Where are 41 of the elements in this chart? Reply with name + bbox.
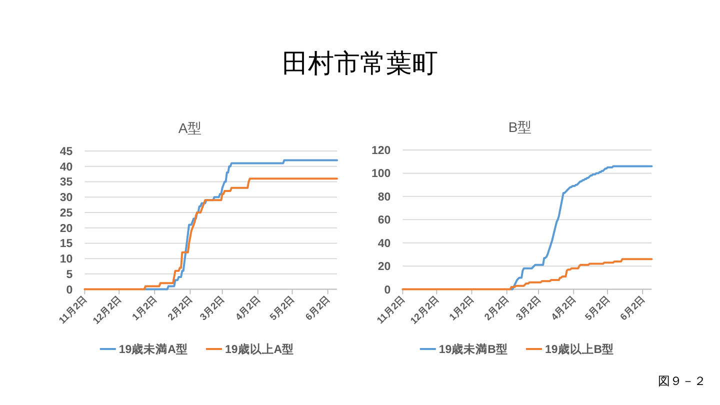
legend-label: 19歳未満B型 bbox=[438, 342, 508, 356]
text: 田村市常葉町 bbox=[282, 48, 438, 78]
y-tick-label: 20 bbox=[378, 261, 391, 274]
x-tick-label: 3月2日 bbox=[198, 294, 228, 324]
x-tick-label: 11月2日 bbox=[375, 294, 408, 326]
legend-label: 19歳以上B型 bbox=[545, 342, 614, 356]
y-tick-label: 25 bbox=[60, 207, 74, 220]
y-tick-label: 20 bbox=[60, 222, 73, 235]
x-tick-label: 12月2日 bbox=[408, 294, 442, 327]
x-tick-label: 11月2日 bbox=[57, 294, 90, 326]
y-tick-label: 60 bbox=[378, 214, 391, 227]
x-tick-label: 2月2日 bbox=[482, 294, 512, 324]
legend-label: 19歳未満A型 bbox=[118, 342, 188, 356]
x-tick-label: 4月2日 bbox=[549, 294, 579, 324]
caption: 図９－２ bbox=[658, 374, 706, 388]
legend-label: 19歳以上A型 bbox=[225, 342, 294, 356]
y-tick-label: 35 bbox=[60, 176, 74, 189]
x-tick-label: 5月2日 bbox=[268, 294, 298, 324]
y-tick-label: 100 bbox=[372, 168, 391, 180]
y-tick-label: 40 bbox=[378, 238, 391, 250]
y-tick-label: 40 bbox=[60, 161, 73, 174]
x-tick-label: 3月2日 bbox=[514, 294, 544, 324]
chart-title: A型 bbox=[178, 120, 202, 136]
y-tick-label: 5 bbox=[66, 268, 74, 281]
chart-title: B型 bbox=[508, 119, 532, 135]
y-tick-label: 15 bbox=[60, 238, 74, 250]
x-tick-label: 2月2日 bbox=[166, 294, 196, 324]
y-tick-label: 10 bbox=[60, 254, 73, 266]
x-tick-label: 12月2日 bbox=[91, 294, 124, 327]
x-tick-label: 5月2日 bbox=[583, 294, 613, 324]
x-tick-label: 1月2日 bbox=[130, 294, 160, 324]
y-tick-label: 120 bbox=[372, 145, 391, 157]
y-tick-label: 45 bbox=[60, 146, 74, 158]
x-tick-label: 6月2日 bbox=[304, 294, 333, 324]
x-tick-label: 1月2日 bbox=[447, 294, 477, 324]
y-tick-label: 0 bbox=[384, 284, 391, 296]
x-tick-label: 6月2日 bbox=[618, 294, 648, 324]
y-tick-label: 30 bbox=[60, 192, 73, 204]
y-tick-label: 80 bbox=[378, 191, 391, 204]
y-tick-label: 0 bbox=[66, 284, 73, 296]
x-tick-label: 4月2日 bbox=[234, 294, 263, 324]
